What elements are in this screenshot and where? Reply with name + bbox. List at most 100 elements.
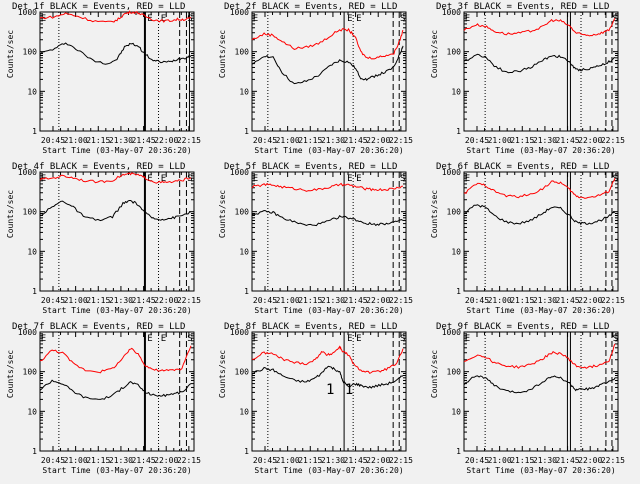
y-tick-label: 100 bbox=[447, 48, 462, 57]
event-marker-label: E bbox=[161, 14, 166, 24]
event-marker-label: S bbox=[613, 14, 618, 24]
series-events-line bbox=[251, 209, 404, 227]
panel-title: Det 6f BLACK = Events, RED = LLD bbox=[436, 162, 609, 172]
y-tick-label: 1000 bbox=[18, 8, 37, 17]
y-tick-label: 100 bbox=[235, 208, 250, 217]
x-tick-label: 21:15 bbox=[510, 456, 534, 465]
y-tick-label: 100 bbox=[23, 48, 38, 57]
series-events-line bbox=[463, 53, 616, 74]
y-tick-label: 1 bbox=[456, 287, 461, 296]
x-tick-label: 21:30 bbox=[109, 136, 133, 145]
x-tick-label: 22:00 bbox=[154, 456, 178, 465]
x-tick-label: 21:00 bbox=[64, 456, 88, 465]
x-tick-label: 21:45 bbox=[132, 136, 156, 145]
y-tick-label: 100 bbox=[23, 368, 38, 377]
x-tick-label: 22:00 bbox=[578, 296, 602, 305]
series-events-line bbox=[39, 379, 192, 400]
x-tick-label: 21:15 bbox=[86, 296, 110, 305]
x-tick-label: 21:45 bbox=[344, 136, 368, 145]
plot-frame bbox=[39, 11, 195, 132]
x-tick-label: 22:15 bbox=[177, 456, 201, 465]
panel-title: Det 8f BLACK = Events, RED = LLD bbox=[224, 322, 397, 332]
event-marker-label: S bbox=[400, 334, 405, 344]
event-marker-label: E bbox=[161, 334, 166, 344]
event-marker-label: S bbox=[613, 174, 618, 184]
y-tick-label: 1 bbox=[244, 287, 249, 296]
x-tick-label: 21:45 bbox=[132, 456, 156, 465]
y-tick-label: 10 bbox=[451, 87, 461, 96]
series-lld-line bbox=[463, 17, 616, 37]
x-tick-label: 21:30 bbox=[109, 456, 133, 465]
y-tick-label: 1 bbox=[32, 127, 37, 136]
y-tick-label: 100 bbox=[235, 48, 250, 57]
y-tick-label: 10 bbox=[451, 247, 461, 256]
x-tick-label: 22:15 bbox=[389, 296, 413, 305]
series-events-line bbox=[39, 200, 192, 222]
series-lld-line bbox=[39, 10, 192, 23]
x-tick-label: 22:15 bbox=[389, 136, 413, 145]
x-tick-label: 22:15 bbox=[601, 296, 625, 305]
y-tick-label: 1000 bbox=[442, 8, 461, 17]
x-tick-label: 21:15 bbox=[510, 136, 534, 145]
event-marker-label: S bbox=[400, 174, 405, 184]
y-axis-label: Counts/sec bbox=[6, 30, 15, 78]
x-tick-label: 20:45 bbox=[253, 456, 277, 465]
y-tick-label: 1000 bbox=[442, 328, 461, 337]
event-marker-label: E bbox=[347, 334, 352, 344]
x-tick-label: 22:00 bbox=[154, 136, 178, 145]
series-lld-line bbox=[463, 343, 616, 369]
y-axis-label: Counts/sec bbox=[218, 190, 227, 238]
y-tick-label: 10 bbox=[27, 247, 37, 256]
event-marker-label: E bbox=[161, 174, 166, 184]
annotation-label: 1 bbox=[345, 382, 353, 398]
panel-title: Det 1f BLACK = Events, RED = LLD bbox=[12, 2, 185, 12]
plot-frame bbox=[39, 171, 195, 292]
y-tick-label: 10 bbox=[27, 87, 37, 96]
x-tick-label: 21:30 bbox=[321, 296, 345, 305]
y-tick-label: 1 bbox=[244, 127, 249, 136]
x-tick-label: 21:15 bbox=[298, 136, 322, 145]
y-axis-label: Counts/sec bbox=[430, 350, 439, 398]
event-marker-label: E bbox=[253, 174, 258, 184]
y-tick-label: 1 bbox=[32, 287, 37, 296]
y-axis-label: Counts/sec bbox=[430, 190, 439, 238]
x-tick-label: 21:45 bbox=[344, 296, 368, 305]
plot-frame bbox=[463, 11, 619, 132]
y-tick-label: 10 bbox=[239, 247, 249, 256]
x-tick-label: 22:15 bbox=[601, 136, 625, 145]
panel-title: Det 9f BLACK = Events, RED = LLD bbox=[436, 322, 609, 332]
event-marker-label: S bbox=[187, 334, 192, 344]
x-tick-label: 21:15 bbox=[298, 296, 322, 305]
x-tick-label: 22:00 bbox=[578, 456, 602, 465]
event-marker-label: E bbox=[41, 14, 46, 24]
x-tick-label: 22:00 bbox=[366, 456, 390, 465]
x-axis-label: Start Time (03-May-07 20:36:20) bbox=[254, 466, 403, 475]
x-tick-label: 22:15 bbox=[177, 296, 201, 305]
x-axis-label: Start Time (03-May-07 20:36:20) bbox=[42, 146, 191, 155]
panel-det-6f: Det 6f BLACK = Events, RED = LLD 1 10 100 10… bbox=[430, 162, 625, 315]
panel-title: Det 4f BLACK = Events, RED = LLD bbox=[12, 162, 185, 172]
y-tick-label: 10 bbox=[239, 87, 249, 96]
plot-frame bbox=[251, 331, 407, 452]
y-tick-label: 10 bbox=[27, 407, 37, 416]
x-tick-label: 21:30 bbox=[109, 296, 133, 305]
x-tick-label: 21:00 bbox=[488, 296, 512, 305]
panel-title: Det 7f BLACK = Events, RED = LLD bbox=[12, 322, 185, 332]
plot-frame bbox=[251, 171, 407, 292]
x-tick-label: 22:00 bbox=[366, 296, 390, 305]
series-events-line bbox=[39, 42, 192, 65]
event-marker-label: E bbox=[147, 334, 152, 344]
y-axis-label: Counts/sec bbox=[430, 30, 439, 78]
y-tick-label: 1000 bbox=[230, 168, 249, 177]
plot-frame bbox=[463, 171, 619, 292]
x-tick-label: 21:30 bbox=[533, 136, 557, 145]
x-tick-label: 21:00 bbox=[488, 136, 512, 145]
y-tick-label: 1000 bbox=[230, 8, 249, 17]
y-tick-label: 100 bbox=[23, 208, 38, 217]
x-tick-label: 20:45 bbox=[41, 296, 65, 305]
x-tick-label: 20:45 bbox=[253, 296, 277, 305]
y-tick-label: 100 bbox=[235, 368, 250, 377]
x-tick-label: 20:45 bbox=[465, 296, 489, 305]
panel-det-5f: Det 5f BLACK = Events, RED = LLD 1 10 100 10… bbox=[218, 162, 413, 315]
